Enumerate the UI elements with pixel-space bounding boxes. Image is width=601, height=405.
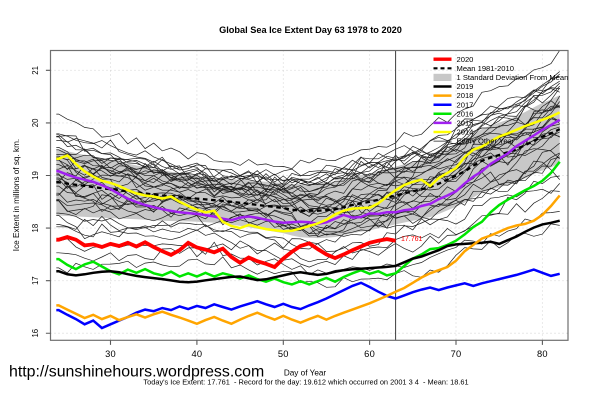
svg-text:17: 17 [31, 276, 40, 285]
svg-text:http://sunshinehours.wordpress: http://sunshinehours.wordpress.com [9, 364, 264, 381]
svg-text:2015: 2015 [457, 119, 474, 128]
svg-text:70: 70 [451, 349, 462, 359]
svg-text:21: 21 [31, 66, 40, 75]
svg-text:2020: 2020 [457, 55, 474, 64]
svg-text:60: 60 [364, 349, 375, 359]
svg-text:Mean 1981-2010: Mean 1981-2010 [457, 64, 514, 73]
svg-text:50: 50 [278, 349, 289, 359]
svg-text:Global Sea Ice Extent Day 63 1: Global Sea Ice Extent Day 63 1978 to 202… [219, 25, 402, 35]
svg-text:20: 20 [31, 118, 40, 127]
svg-text:2019: 2019 [457, 82, 474, 91]
svg-text:19: 19 [31, 171, 40, 180]
svg-text:2017: 2017 [457, 100, 474, 109]
svg-text:Day of Year: Day of Year [284, 369, 327, 378]
svg-text:40: 40 [191, 349, 202, 359]
svg-text:2016: 2016 [457, 109, 474, 118]
svg-text:Today's Ice Extent: 17.761 -: Today's Ice Extent: 17.761 - Record for … [143, 378, 468, 387]
svg-text:2014: 2014 [457, 128, 474, 137]
svg-text:2018: 2018 [457, 91, 474, 100]
svg-text:16: 16 [31, 329, 40, 338]
svg-text:30: 30 [105, 349, 116, 359]
svg-text:1 Standard Deviation From Mean: 1 Standard Deviation From Mean [457, 73, 569, 82]
svg-text:17.761: 17.761 [401, 236, 423, 243]
svg-text:Ice Extent in millions of sq.: Ice Extent in millions of sq. km. [12, 139, 21, 251]
svg-text:Every Other Year: Every Other Year [457, 137, 515, 146]
svg-text:18: 18 [31, 224, 40, 233]
svg-text:80: 80 [537, 349, 548, 359]
